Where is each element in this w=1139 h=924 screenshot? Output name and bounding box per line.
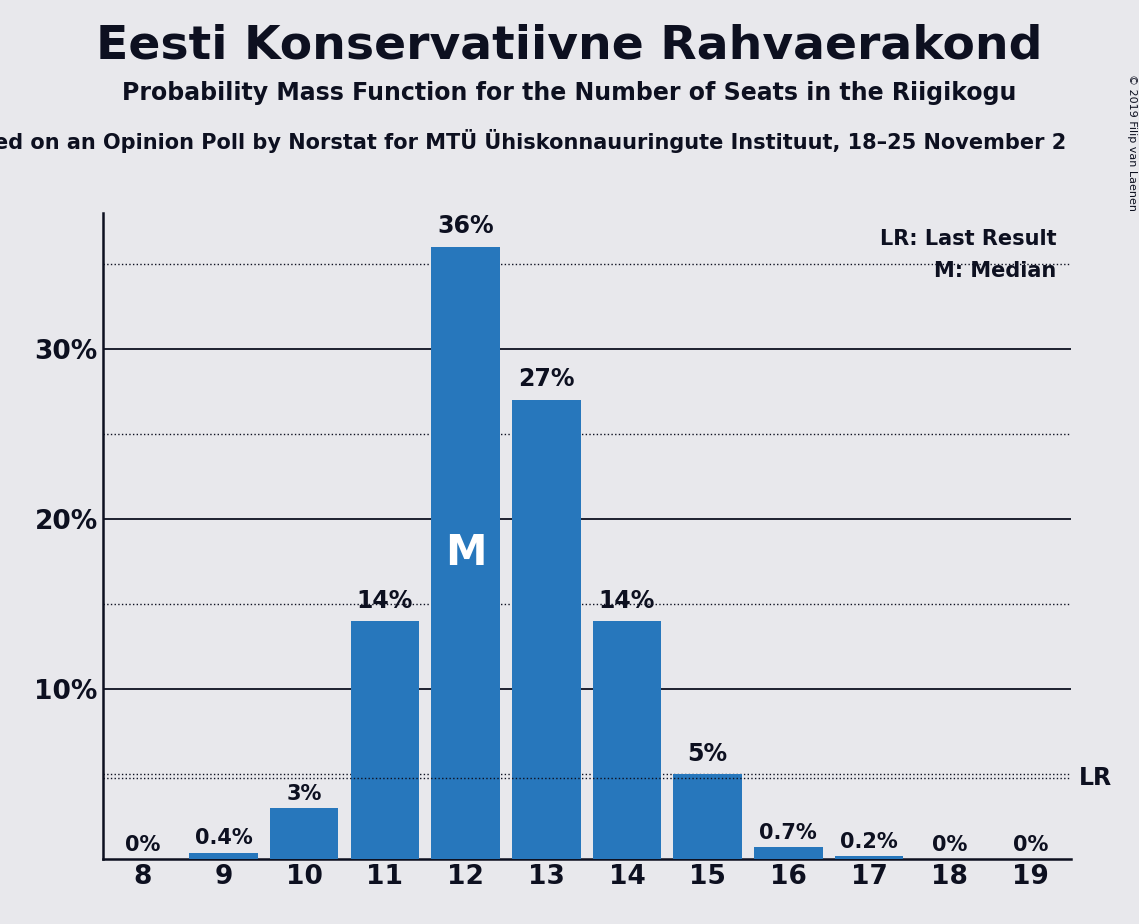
Text: 14%: 14% [357,589,413,613]
Text: Probability Mass Function for the Number of Seats in the Riigikogu: Probability Mass Function for the Number… [122,81,1017,105]
Text: 36%: 36% [437,214,494,238]
Bar [270,808,338,859]
Text: © 2019 Filip van Laenen: © 2019 Filip van Laenen [1126,74,1137,211]
Bar [351,621,419,859]
Text: 3%: 3% [287,784,322,804]
Bar [189,853,257,859]
Text: 0%: 0% [1013,835,1048,855]
Text: M: M [445,532,486,574]
Text: 5%: 5% [688,742,728,766]
Text: LR: Last Result: LR: Last Result [879,229,1056,249]
Text: 27%: 27% [518,367,574,391]
Bar [754,847,822,859]
Text: 0.4%: 0.4% [195,828,253,848]
Bar [835,856,903,859]
Text: M: Median: M: Median [934,261,1056,281]
Text: 14%: 14% [599,589,655,613]
Text: 0.2%: 0.2% [841,832,898,852]
Bar [432,247,500,859]
Text: Eesti Konservatiivne Rahvaerakond: Eesti Konservatiivne Rahvaerakond [97,23,1042,68]
Text: ed on an Opinion Poll by Norstat for MTÜ Ühiskonnauuringute Instituut, 18–25 Nov: ed on an Opinion Poll by Norstat for MTÜ… [0,129,1066,153]
Text: 0.7%: 0.7% [760,823,817,843]
Bar [511,400,581,859]
Bar [673,774,741,859]
Bar [592,621,662,859]
Text: LR: LR [1079,766,1112,790]
Text: 0%: 0% [125,835,161,855]
Text: 0%: 0% [932,835,967,855]
